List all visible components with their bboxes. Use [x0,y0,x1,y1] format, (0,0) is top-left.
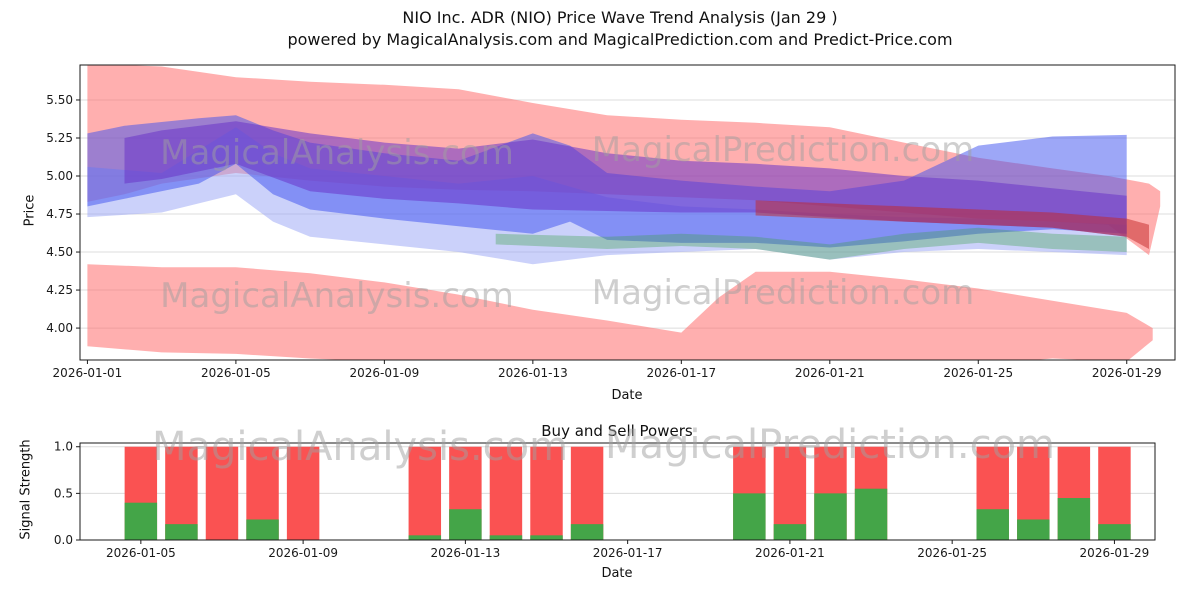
buy-bar [246,519,279,540]
y-tick-label: 4.75 [46,207,73,221]
y-tick-label: 4.50 [46,245,73,259]
sell-bar [489,446,523,540]
x-tick-label: 2026-01-17 [646,366,716,380]
buy-bar [733,493,766,540]
x-tick-label: 2026-01-21 [795,366,865,380]
band-green-wave [495,227,1127,260]
buy-bar [854,488,888,540]
y-tick-label: 5.25 [46,131,73,145]
y-tick-label: 5.50 [46,93,73,107]
x-tick-label: 2026-01-29 [1092,366,1162,380]
x-tick-label: 2026-01-05 [106,546,176,560]
x-tick-label: 2026-01-13 [431,546,501,560]
y-tick-label: 0.5 [54,486,73,500]
buy-bar [1017,519,1050,540]
y-tick-label: 1.0 [54,440,73,454]
x-tick-label: 2026-01-05 [201,366,271,380]
x-tick-label: 2026-01-09 [349,366,419,380]
figure-subtitle: powered by MagicalAnalysis.com and Magic… [287,30,953,49]
date-axis-label-top: Date [611,388,643,403]
sell-bar [530,446,563,540]
buy-bar [976,509,1009,540]
buy-bar [530,535,563,540]
date-axis-label-bottom: Date [601,566,633,581]
x-tick-label: 2026-01-13 [498,366,568,380]
y-tick-label: 0.0 [54,533,73,547]
y-tick-label: 4.25 [46,283,73,297]
band-lower-red-forecast [87,264,1153,360]
x-tick-label: 2026-01-29 [1080,546,1150,560]
figure-title: NIO Inc. ADR (NIO) Price Wave Trend Anal… [402,8,838,27]
x-tick-label: 2026-01-09 [268,546,338,560]
x-tick-label: 2026-01-25 [943,366,1013,380]
x-tick-label: 2026-01-21 [755,546,825,560]
x-tick-label: 2026-01-25 [917,546,987,560]
y-tick-label: 4.00 [46,321,73,335]
plot-border [79,64,1176,361]
band-red-trend-line [755,200,1149,249]
buy-bar [814,493,847,540]
buy-bar [124,502,158,540]
y-tick-label: 5.00 [46,169,73,183]
buy-bar [449,509,482,540]
buy-bar [1057,498,1091,540]
sell-bar [286,446,320,540]
buy-bar [165,524,198,540]
buy-bar [408,535,442,540]
signal-strength-axis-label: Signal Strength [18,439,34,540]
sell-bar [205,446,239,540]
buy-bar [489,535,523,540]
x-tick-label: 2026-01-01 [53,366,123,380]
x-tick-label: 2026-01-17 [593,546,663,560]
price-axis-label: Price [22,194,38,227]
plot-border [79,442,1156,541]
buy-bar [773,524,807,540]
buy-sell-powers-title: Buy and Sell Powers [541,422,693,440]
buy-bar [570,524,604,540]
sell-bar [408,446,442,540]
buy-bar [1098,524,1131,540]
